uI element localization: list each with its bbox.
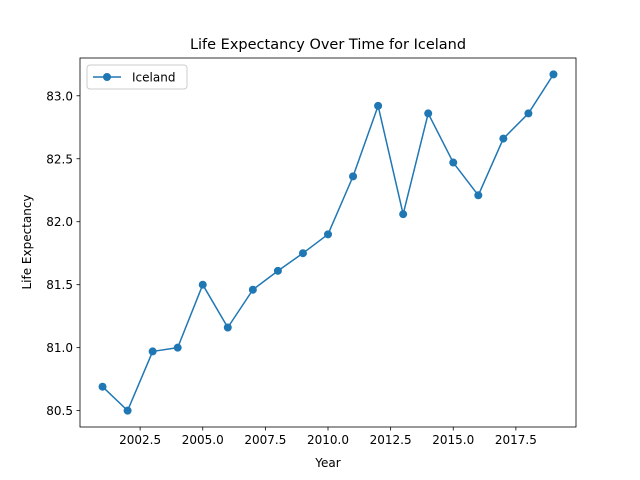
y-tick-label: 82.5 xyxy=(46,152,73,166)
y-axis-title: Life Expectancy xyxy=(20,194,34,289)
x-axis-title: Year xyxy=(314,456,340,470)
plot-area: 2002.5 2005.0 2007.5 2010.0 2012.5 2015.0 2017… xyxy=(46,57,577,447)
data-point xyxy=(148,347,157,356)
data-point xyxy=(98,382,107,391)
chart-title: Life Expectancy Over Time for Iceland xyxy=(190,37,466,53)
data-point xyxy=(524,109,533,118)
data-point xyxy=(549,70,558,79)
y-tick-label: 81.0 xyxy=(46,341,73,355)
y-tick-label: 80.5 xyxy=(46,404,73,418)
data-point xyxy=(324,230,332,239)
legend-label: Iceland xyxy=(132,71,175,85)
data-point xyxy=(424,109,433,118)
data-point xyxy=(449,158,458,167)
x-tick-label: 2010.0 xyxy=(307,433,349,447)
x-tick-label: 2012.5 xyxy=(370,433,412,447)
y-tick-label: 82.0 xyxy=(46,215,73,229)
data-point xyxy=(349,172,358,181)
x-tick-label: 2002.5 xyxy=(119,433,161,447)
data-point xyxy=(248,285,257,294)
y-tick-label: 83.0 xyxy=(46,89,73,103)
data-point xyxy=(374,101,383,110)
legend-marker xyxy=(103,73,111,81)
data-point xyxy=(173,343,182,352)
data-point xyxy=(298,249,307,258)
data-point xyxy=(223,323,232,332)
x-tick-label: 2005.0 xyxy=(182,433,224,447)
x-tick-label: 2017.5 xyxy=(495,433,537,447)
x-tick-label: 2007.5 xyxy=(244,433,286,447)
x-tick-label: 2015.0 xyxy=(432,433,474,447)
legend-box xyxy=(86,64,188,90)
data-point xyxy=(399,210,408,219)
data-point xyxy=(123,406,132,415)
y-tick-label: 81.5 xyxy=(46,278,73,292)
data-point xyxy=(499,134,508,143)
data-point xyxy=(474,191,483,200)
data-point xyxy=(273,266,282,275)
data-point xyxy=(198,280,207,289)
